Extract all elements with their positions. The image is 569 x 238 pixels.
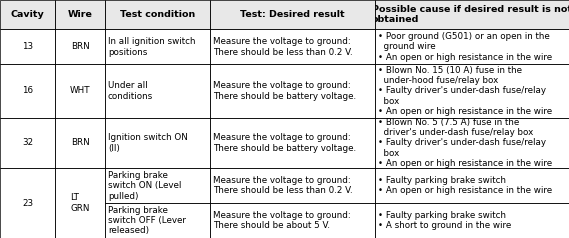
Text: Test: Desired result: Test: Desired result [240, 10, 345, 19]
Bar [55, 0, 105, 30]
Bar [210, 0, 375, 30]
Bar [210, 30, 375, 64]
Bar [105, 118, 210, 168]
Text: • Faulty parking brake switch
• A short to ground in the wire: • Faulty parking brake switch • A short … [378, 211, 512, 230]
Bar [0, 118, 55, 168]
Text: Test condition: Test condition [120, 10, 195, 19]
Bar [210, 203, 375, 238]
Bar [105, 203, 210, 238]
Bar [0, 64, 55, 118]
Bar [375, 0, 569, 30]
Bar [105, 0, 210, 30]
Text: Under all
conditions: Under all conditions [108, 81, 153, 101]
Bar [0, 0, 55, 30]
Text: 13: 13 [22, 42, 33, 51]
Bar [375, 118, 569, 168]
Text: Parking brake
switch ON (Level
pulled): Parking brake switch ON (Level pulled) [108, 171, 182, 201]
Bar [210, 64, 375, 118]
Bar [55, 118, 105, 168]
Bar [55, 0, 105, 30]
Bar [0, 0, 55, 30]
Text: Cavity: Cavity [11, 10, 44, 19]
Bar [55, 64, 105, 118]
Text: Possible cause if desired result is not
obtained: Possible cause if desired result is not … [372, 5, 569, 25]
Text: • Blown No. 5 (7.5 A) fuse in the
  driver's under-dash fuse/relay box
• Faulty : • Blown No. 5 (7.5 A) fuse in the driver… [378, 118, 552, 168]
Bar [0, 168, 55, 238]
Text: BRN: BRN [71, 138, 89, 147]
Text: Measure the voltage to ground:
There should be about 5 V.: Measure the voltage to ground: There sho… [213, 211, 351, 230]
Text: • Blown No. 15 (10 A) fuse in the
  under-hood fuse/relay box
• Faulty driver's : • Blown No. 15 (10 A) fuse in the under-… [378, 66, 552, 116]
Text: 16: 16 [22, 86, 33, 95]
Text: • Poor ground (G501) or an open in the
  ground wire
• An open or high resistanc: • Poor ground (G501) or an open in the g… [378, 32, 552, 62]
Text: BRN: BRN [71, 42, 89, 51]
Bar [105, 168, 210, 203]
Bar [375, 0, 569, 30]
Bar [210, 168, 375, 203]
Bar [210, 0, 375, 30]
Bar [105, 0, 210, 30]
Bar [55, 168, 105, 238]
Bar [55, 30, 105, 64]
Text: 23: 23 [22, 198, 33, 208]
Text: Wire: Wire [68, 10, 92, 19]
Bar [375, 203, 569, 238]
Bar [105, 64, 210, 118]
Text: Measure the voltage to ground:
There should be less than 0.2 V.: Measure the voltage to ground: There sho… [213, 176, 353, 195]
Text: WHT: WHT [69, 86, 90, 95]
Text: In all ignition switch
positions: In all ignition switch positions [108, 37, 196, 57]
Bar [375, 64, 569, 118]
Bar [0, 30, 55, 64]
Text: • Faulty parking brake switch
• An open or high resistance in the wire: • Faulty parking brake switch • An open … [378, 176, 552, 195]
Text: Parking brake
switch OFF (Lever
released): Parking brake switch OFF (Lever released… [108, 206, 186, 235]
Bar [210, 118, 375, 168]
Text: LT
GRN: LT GRN [71, 193, 90, 213]
Bar [105, 30, 210, 64]
Text: Measure the voltage to ground:
There should be less than 0.2 V.: Measure the voltage to ground: There sho… [213, 37, 353, 57]
Bar [375, 168, 569, 203]
Bar [375, 30, 569, 64]
Text: Ignition switch ON
(II): Ignition switch ON (II) [108, 133, 188, 153]
Text: Measure the voltage to ground:
There should be battery voltage.: Measure the voltage to ground: There sho… [213, 81, 356, 101]
Text: Measure the voltage to ground:
There should be battery voltage.: Measure the voltage to ground: There sho… [213, 133, 356, 153]
Text: 32: 32 [22, 138, 33, 147]
